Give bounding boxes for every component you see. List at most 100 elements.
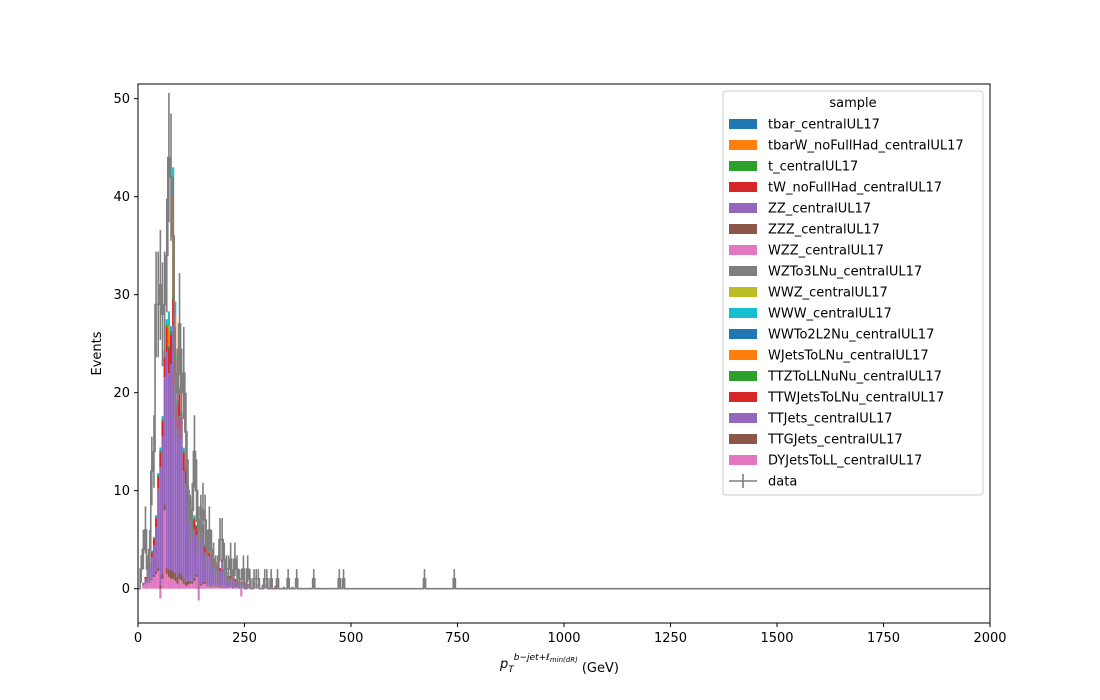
mc-bar-ttw xyxy=(204,546,207,553)
data-points-layer xyxy=(138,92,990,590)
mc-bar-other xyxy=(167,311,170,327)
mc-bar-dy xyxy=(148,582,151,589)
legend-entry-label: WWZ_centralUL17 xyxy=(768,286,888,301)
mc-bar-ttz xyxy=(193,517,196,520)
mc-bar-ttjets xyxy=(201,532,205,582)
mc-bar-dy xyxy=(163,510,166,589)
y-axis-label: Events xyxy=(90,331,105,375)
mc-bar-ttz xyxy=(169,330,173,335)
x-tick-label: 1250 xyxy=(654,631,687,646)
legend-swatch xyxy=(729,161,757,171)
mc-bar-ttw xyxy=(142,582,145,584)
mc-bar-ttz xyxy=(195,525,198,527)
legend-entry-label: WJetsToLNu_centralUL17 xyxy=(768,349,929,364)
mc-bar-ttg xyxy=(182,578,185,584)
legend-swatch xyxy=(729,350,757,360)
mc-bar-other xyxy=(161,416,164,420)
legend-entry-label: tbar_centralUL17 xyxy=(768,118,880,133)
x-tick-label: 1000 xyxy=(547,631,580,646)
mc-bar-ttjets xyxy=(195,535,198,575)
mc-bar-ttw xyxy=(172,298,175,327)
mc-bar-ttg xyxy=(189,580,192,584)
mc-bar-ttg xyxy=(210,585,213,587)
mc-bar-dy xyxy=(227,587,230,589)
mc-bar-ttjets xyxy=(144,578,147,584)
mc-bar-ttg xyxy=(223,586,226,588)
legend-swatch xyxy=(729,455,757,465)
mc-bar-dy xyxy=(233,587,236,589)
mc-bar-ttg xyxy=(152,574,156,577)
mc-bar-ttg xyxy=(199,583,202,586)
mc-bar-ttw xyxy=(161,421,164,437)
mc-bar-ttjets xyxy=(218,571,222,586)
mc-bar-other xyxy=(159,447,162,451)
mc-bar-ttjets xyxy=(193,528,196,578)
mc-bar-dy xyxy=(155,574,158,589)
mc-bar-ttg xyxy=(163,504,166,511)
mc-bar-dy xyxy=(176,583,179,589)
mc-bar-ttw xyxy=(274,585,277,587)
mc-bar-dy xyxy=(150,579,153,589)
mc-bar-ttg xyxy=(212,584,215,586)
x-tick-label: 750 xyxy=(445,631,470,646)
mc-bar-ttjets xyxy=(182,471,185,579)
mc-bar-ttjets xyxy=(159,467,162,585)
mc-bar-dy xyxy=(146,580,149,589)
mc-bar-ttz xyxy=(182,450,185,454)
x-tick-label: 500 xyxy=(339,631,364,646)
y-tick-label: 30 xyxy=(113,288,130,303)
mc-bar-dy xyxy=(210,586,213,589)
mc-bar-ttg xyxy=(201,581,205,584)
mc-bar-ttz xyxy=(150,551,153,553)
mc-bar-dy xyxy=(172,578,175,589)
mc-bar-ttjets xyxy=(176,429,179,577)
legend-swatch xyxy=(729,266,757,276)
legend-entry-label: TTGJets_centralUL17 xyxy=(767,433,903,448)
mc-bar-ttg xyxy=(216,585,219,587)
mc-bar-ttg xyxy=(221,586,224,588)
mc-bar-ttjets xyxy=(180,437,183,575)
mc-bar-ttw xyxy=(155,518,158,527)
mc-bar-ttw xyxy=(163,357,166,378)
mc-bar-ttz xyxy=(172,294,175,299)
x-axis-label-main: p xyxy=(499,657,508,672)
mc-bar-ttjets xyxy=(274,586,277,589)
legend-entry-label: WWTo2L2Nu_centralUL17 xyxy=(768,328,934,343)
mc-bar-ttjets xyxy=(150,557,153,579)
mc-bar-dy xyxy=(197,588,200,601)
mc-bar-dy xyxy=(221,587,224,589)
mc-bar-ttw xyxy=(218,568,222,572)
legend-swatch xyxy=(729,413,757,423)
mc-bar-other xyxy=(178,387,181,391)
mc-bar-dy xyxy=(159,588,162,599)
mc-bar-ttz xyxy=(167,345,170,349)
y-tick-label: 20 xyxy=(113,386,130,401)
mc-bar-dy xyxy=(186,584,190,589)
mc-bar-other xyxy=(193,515,196,518)
mc-bar-ttz xyxy=(157,475,160,477)
x-tick-label: 0 xyxy=(134,631,142,646)
axes: 0 250 500 750 1000 1250 1500 1750 2000 0 10 20 30 40 5… xyxy=(113,83,1007,646)
x-axis-label-subscript: T xyxy=(508,665,515,675)
mc-bar-ttw xyxy=(157,476,160,489)
mc-bar-ttz xyxy=(159,450,162,453)
mc-bar-ttw xyxy=(150,552,153,558)
mc-bar-dy xyxy=(167,576,170,589)
mc-bar-dy xyxy=(225,587,228,589)
mc-bar-dy xyxy=(191,583,194,589)
mc-bar-dy xyxy=(235,587,239,589)
mc-bar-dy xyxy=(174,580,177,589)
legend-swatch xyxy=(729,287,757,297)
mc-bar-other xyxy=(165,319,168,325)
mc-bar-ttg xyxy=(148,581,151,583)
legend-entry-label: TTWJetsToLNu_centralUL17 xyxy=(767,391,944,406)
mc-bar-wjets xyxy=(167,326,170,346)
mc-bar-ttw xyxy=(244,582,247,584)
x-axis-label-unit: (GeV) xyxy=(582,661,619,676)
legend-swatch xyxy=(729,308,757,318)
mc-bar-dy xyxy=(199,585,202,589)
mc-bar-ttjets xyxy=(282,586,285,589)
mc-bar-ttg xyxy=(167,569,170,577)
mc-bar-ttjets xyxy=(291,586,294,589)
legend-swatch xyxy=(729,392,757,402)
